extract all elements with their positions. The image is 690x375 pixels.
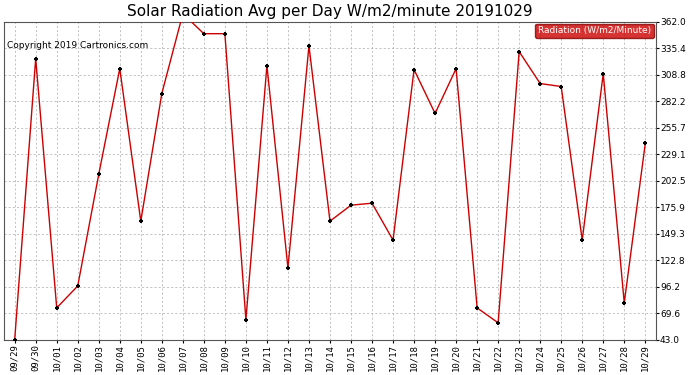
Point [219,31,230,37]
Point [72,283,83,289]
Point [346,202,357,208]
Point [451,66,462,72]
Point [619,300,630,306]
Point [388,237,399,243]
Point [240,317,251,323]
Point [598,70,609,76]
Point [51,305,62,311]
Point [555,84,566,90]
Point [198,31,209,37]
Point [366,200,377,206]
Text: Copyright 2019 Cartronics.com: Copyright 2019 Cartronics.com [7,41,148,50]
Point [304,43,315,49]
Point [135,218,146,224]
Point [177,11,188,17]
Point [9,337,20,343]
Point [493,320,504,326]
Point [324,218,335,224]
Point [157,90,168,96]
Point [93,171,104,177]
Point [535,81,546,87]
Point [471,305,482,311]
Point [115,66,126,72]
Legend: Radiation (W/m2/Minute): Radiation (W/m2/Minute) [535,24,654,38]
Point [640,140,651,146]
Title: Solar Radiation Avg per Day W/m2/minute 20191029: Solar Radiation Avg per Day W/m2/minute … [127,4,533,19]
Point [513,49,524,55]
Point [30,56,41,62]
Point [282,265,293,271]
Point [408,67,420,73]
Point [577,237,588,243]
Point [262,63,273,69]
Point [430,111,441,117]
